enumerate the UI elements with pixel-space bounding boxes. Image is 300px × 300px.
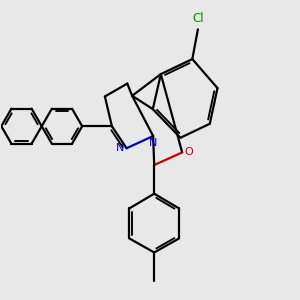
Text: N: N (149, 138, 157, 148)
Text: O: O (184, 147, 193, 158)
Text: N: N (116, 143, 124, 153)
Text: Cl: Cl (192, 12, 204, 25)
